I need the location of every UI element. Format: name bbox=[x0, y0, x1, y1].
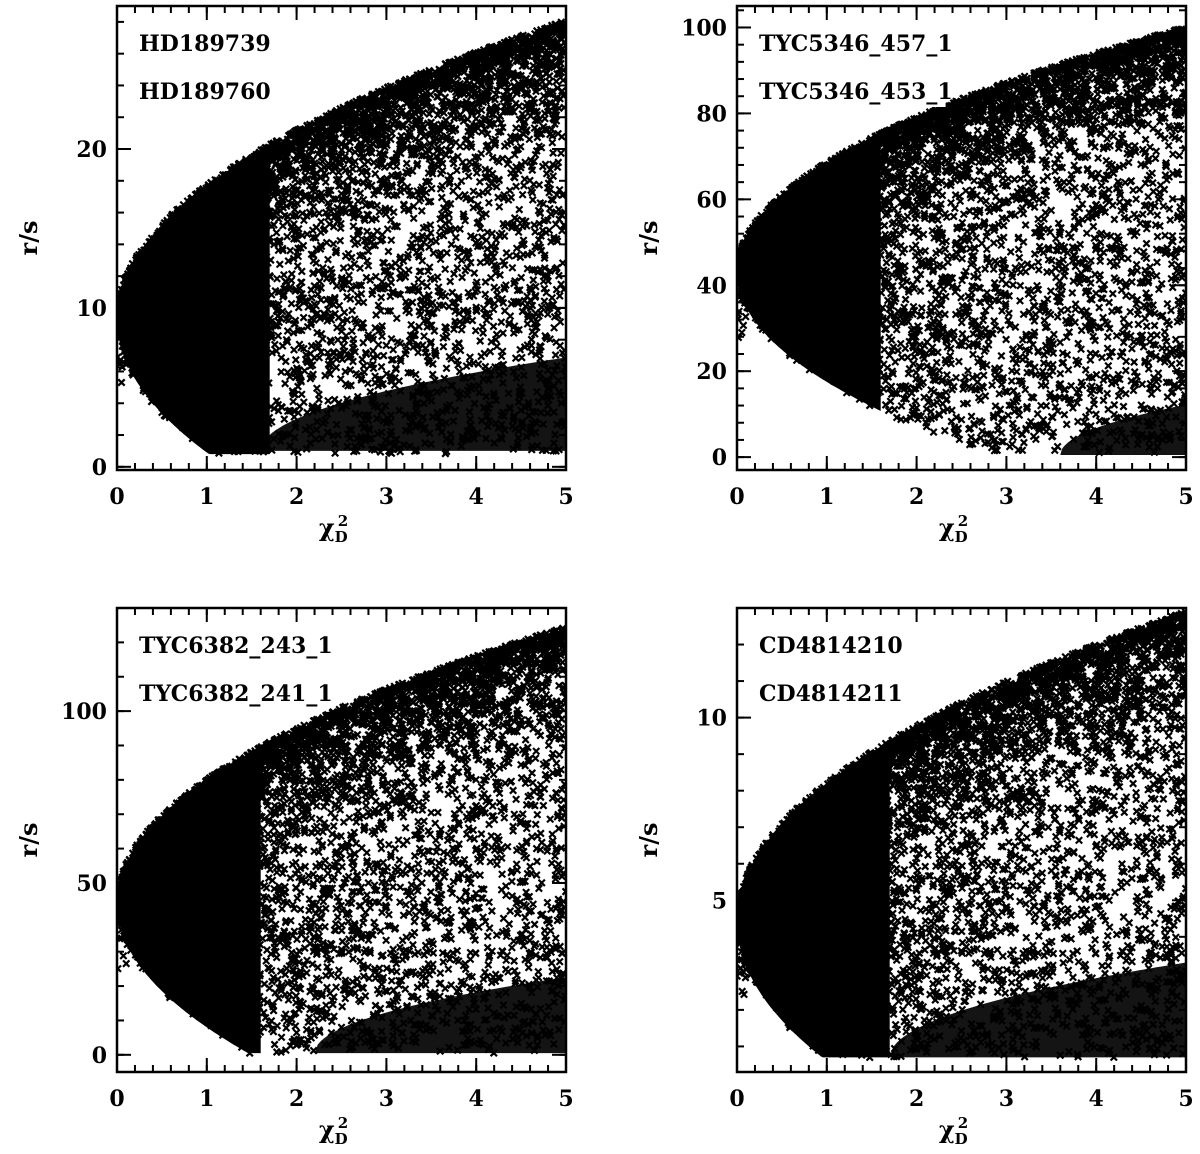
y-tick-label: 5 bbox=[712, 888, 727, 914]
y-tick-label: 0 bbox=[92, 1043, 107, 1069]
plot-frame bbox=[115, 4, 568, 472]
x-tick-label: 2 bbox=[909, 1086, 924, 1112]
annotation-background bbox=[131, 629, 326, 661]
chart-panel-4: 0 1 2 3 4 5 5 10 χD2 r/s CD4814210 CD4814211 bbox=[634, 606, 1194, 1148]
star-name-label: TYC5346_453_1 bbox=[759, 79, 953, 105]
y-tick-label: 10 bbox=[76, 296, 107, 322]
scatter-points bbox=[117, 18, 566, 458]
x-tick-label: 3 bbox=[379, 484, 394, 510]
y-axis-label: r/s bbox=[634, 221, 663, 256]
scatter-markers bbox=[117, 18, 566, 458]
scatter-points bbox=[117, 624, 566, 1058]
x-axis-label: χD2 bbox=[319, 512, 348, 546]
y-tick-label: 20 bbox=[696, 359, 727, 385]
x-axis-label: χD2 bbox=[939, 1114, 968, 1148]
annotation-background bbox=[131, 75, 255, 107]
plot-frame bbox=[735, 606, 1188, 1074]
star-name-label: CD4814210 bbox=[759, 633, 903, 659]
star-name-label: TYC6382_241_1 bbox=[139, 681, 333, 707]
x-tick-label: 1 bbox=[819, 484, 834, 510]
x-tick-label: 3 bbox=[999, 484, 1014, 510]
star-name-label: HD189739 bbox=[139, 31, 271, 57]
annotation-background bbox=[751, 75, 946, 107]
y-tick-label: 100 bbox=[61, 699, 107, 725]
y-tick-label: 60 bbox=[696, 187, 727, 213]
y-tick-label: 0 bbox=[712, 445, 727, 471]
y-tick-label: 20 bbox=[76, 137, 107, 163]
chart-panel-1: 0 1 2 3 4 5 0 10 20 χD2 r/s HD189739 HD189760 bbox=[14, 4, 574, 546]
y-tick-label: 80 bbox=[696, 101, 727, 127]
x-tick-label: 4 bbox=[1089, 484, 1104, 510]
annotation-background bbox=[131, 27, 255, 59]
x-tick-label: 2 bbox=[289, 1086, 304, 1112]
dense-wedge bbox=[821, 962, 1186, 1058]
x-tick-label: 0 bbox=[729, 1086, 744, 1112]
x-tick-label: 1 bbox=[819, 1086, 834, 1112]
star-name-label: TYC5346_457_1 bbox=[759, 31, 953, 57]
x-tick-label: 5 bbox=[558, 1086, 573, 1112]
annotation-background bbox=[131, 677, 326, 709]
x-tick-label: 1 bbox=[199, 1086, 214, 1112]
y-tick-label: 0 bbox=[92, 455, 107, 481]
x-axis-label: χD2 bbox=[319, 1114, 348, 1148]
x-tick-label: 4 bbox=[1089, 1086, 1104, 1112]
y-axis-label: r/s bbox=[14, 823, 43, 858]
chart-panel-3: 0 1 2 3 4 5050100χD2r/sTYC6382_243_1TYC6382_2… bbox=[14, 606, 574, 1148]
x-tick-label: 5 bbox=[558, 484, 573, 510]
star-name-label: CD4814211 bbox=[759, 681, 903, 707]
annotation-background bbox=[751, 677, 889, 709]
scatter-points bbox=[737, 25, 1186, 457]
plot-frame bbox=[115, 606, 568, 1074]
y-tick-label: 50 bbox=[76, 871, 107, 897]
x-tick-label: 0 bbox=[109, 1086, 124, 1112]
scatter-points bbox=[737, 608, 1186, 1062]
plot-frame bbox=[735, 4, 1188, 472]
x-tick-label: 4 bbox=[469, 484, 484, 510]
y-tick-label: 40 bbox=[696, 273, 727, 299]
x-tick-label: 3 bbox=[999, 1086, 1014, 1112]
x-tick-label: 2 bbox=[909, 484, 924, 510]
x-axis-label: χD2 bbox=[939, 512, 968, 546]
scatter-markers bbox=[737, 25, 1186, 457]
x-tick-label: 0 bbox=[109, 484, 124, 510]
x-tick-label: 0 bbox=[729, 484, 744, 510]
x-tick-label: 2 bbox=[289, 484, 304, 510]
x-tick-label: 1 bbox=[199, 484, 214, 510]
annotation-background bbox=[751, 629, 889, 661]
scatter-markers bbox=[117, 624, 566, 1058]
scatter-markers bbox=[737, 608, 1186, 1062]
x-tick-label: 5 bbox=[1178, 1086, 1193, 1112]
x-tick-label: 4 bbox=[469, 1086, 484, 1112]
star-name-label: TYC6382_243_1 bbox=[139, 633, 333, 659]
x-tick-label: 3 bbox=[379, 1086, 394, 1112]
annotation-background bbox=[751, 27, 946, 59]
x-tick-label: 5 bbox=[1178, 484, 1193, 510]
y-axis-label: r/s bbox=[634, 823, 663, 858]
y-axis-label: r/s bbox=[14, 221, 43, 256]
y-tick-label: 100 bbox=[681, 15, 727, 41]
star-name-label: HD189760 bbox=[139, 79, 271, 105]
chart-panel-2: 0 1 2 3 4 5 0 20 40 60 80 100 χD2 r/s TYC5346_457_1 TYC… bbox=[634, 4, 1194, 546]
y-tick-label: 10 bbox=[696, 706, 727, 732]
